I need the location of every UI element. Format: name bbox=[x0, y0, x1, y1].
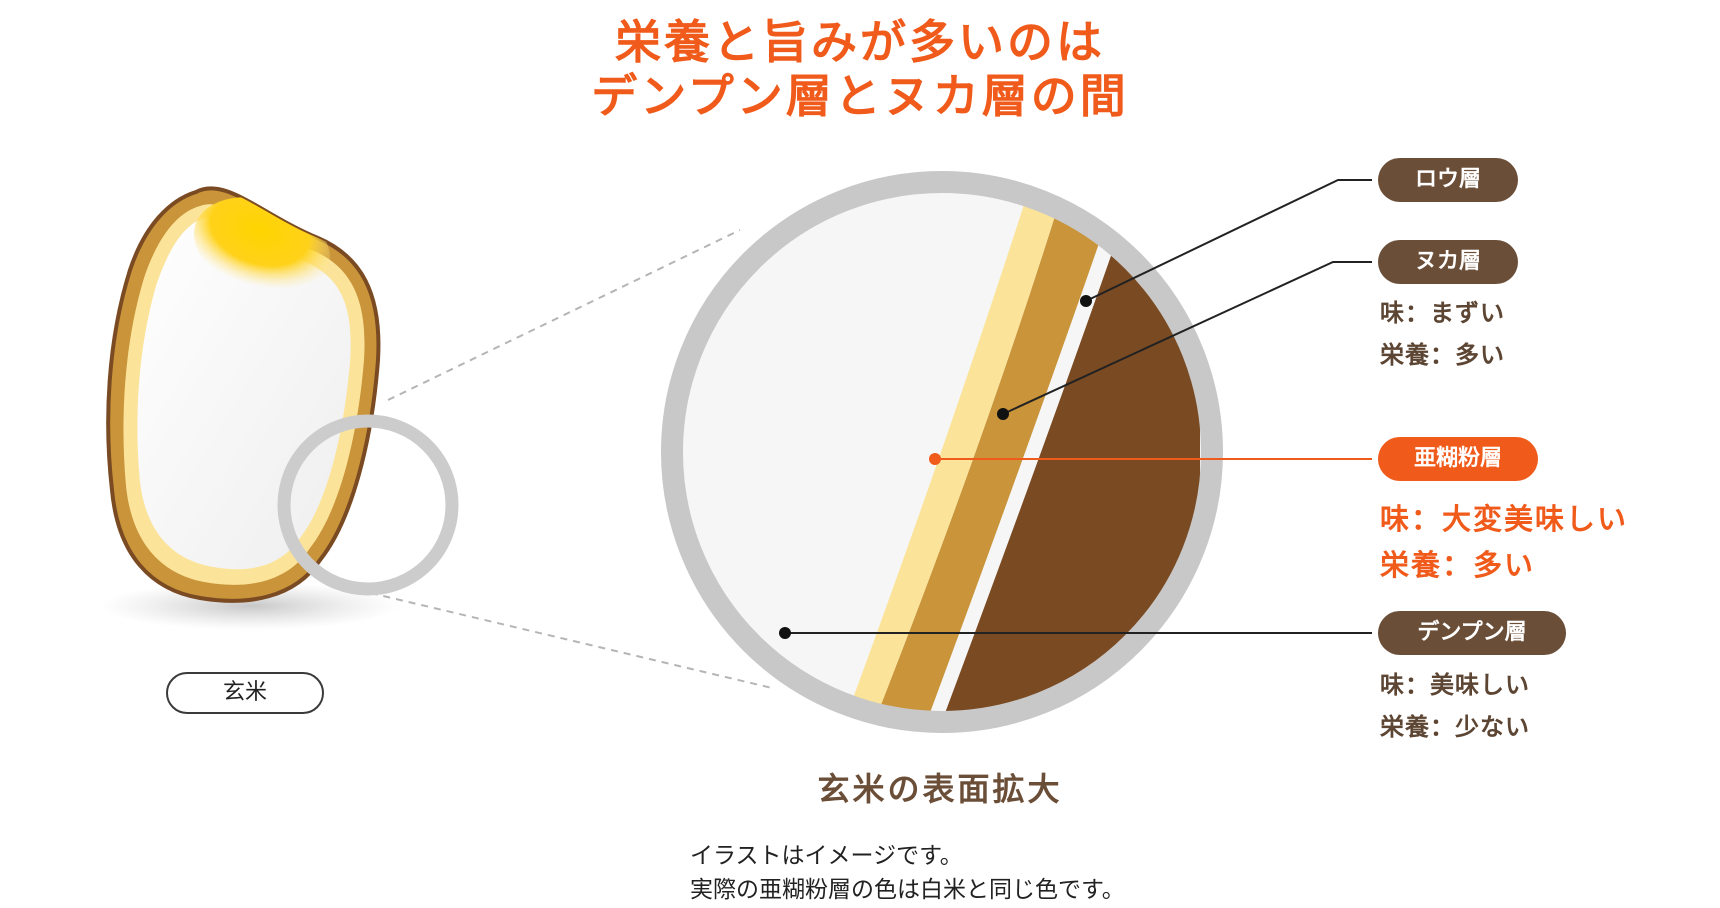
leader-dot-aleurone bbox=[929, 453, 941, 465]
aleurone-layer bbox=[845, 182, 1060, 720]
leader-wax bbox=[1085, 179, 1372, 302]
bran-taste: 味：まずい bbox=[1380, 299, 1505, 327]
zoom-caption: 玄米の表面拡大 bbox=[817, 770, 1063, 808]
aleurone-taste: 味：大変美味しい bbox=[1380, 502, 1629, 536]
aleurone-nutrition: 栄養：多い bbox=[1380, 548, 1536, 582]
label-wax-layer: ロウ層 bbox=[1378, 158, 1518, 202]
label-bran-layer: ヌカ層 bbox=[1378, 240, 1518, 284]
title-line-2: デンプン層とヌカ層の間 bbox=[591, 69, 1129, 123]
leader-dot-starch bbox=[779, 627, 791, 639]
zoom-guide-lower bbox=[357, 589, 773, 689]
note-line-1: イラストはイメージです。 bbox=[690, 843, 963, 869]
label-starch-layer: デンプン層 bbox=[1378, 611, 1566, 655]
leader-dot-wax bbox=[1080, 295, 1092, 307]
small-zoom-ring bbox=[277, 414, 459, 596]
zoom-guide-upper bbox=[387, 229, 741, 401]
bran-layer bbox=[875, 182, 1104, 720]
rice-label: 玄米 bbox=[166, 672, 324, 714]
starch-taste: 味：美味しい bbox=[1380, 671, 1530, 699]
starch-nutrition: 栄養：少ない bbox=[1380, 713, 1530, 741]
wax-layer bbox=[920, 182, 1200, 722]
rice-shadow bbox=[100, 582, 400, 630]
brown-rice-grain bbox=[106, 186, 381, 603]
title-line-1: 栄養と旨みが多いのは bbox=[615, 15, 1105, 69]
bran-nutrition: 栄養：多い bbox=[1380, 341, 1505, 369]
magnified-view bbox=[661, 171, 1223, 733]
label-aleurone-layer: 亜糊粉層 bbox=[1378, 437, 1538, 481]
leader-bran bbox=[1002, 261, 1372, 415]
note-line-2: 実際の亜糊粉層の色は白米と同じ色です。 bbox=[690, 877, 1125, 903]
leader-dot-bran bbox=[997, 408, 1009, 420]
